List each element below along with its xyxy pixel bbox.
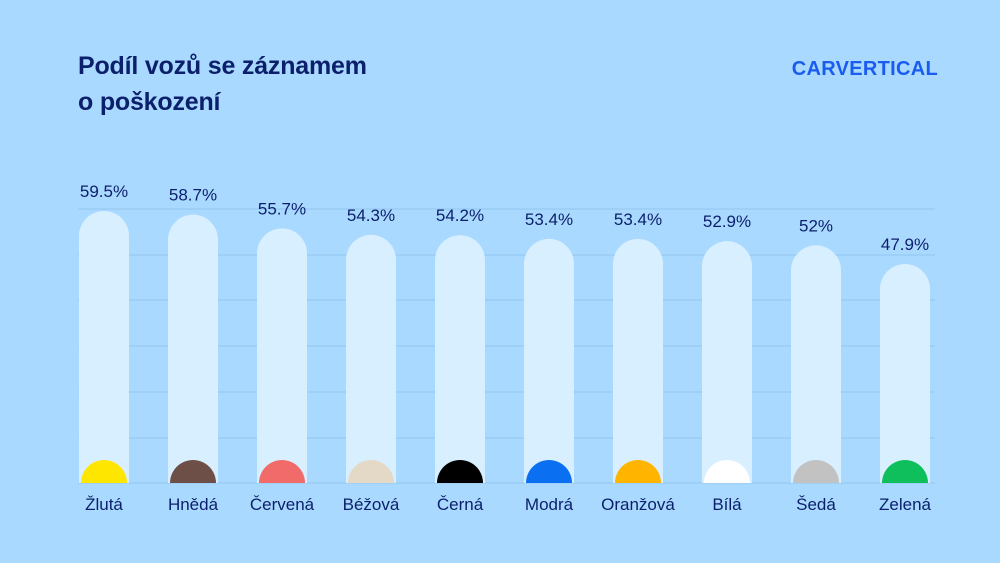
category-label: Hnědá <box>168 495 219 514</box>
category-label: Oranžová <box>601 495 675 514</box>
category-label: Bílá <box>712 495 742 514</box>
category-label: Černá <box>437 495 484 514</box>
bar <box>791 245 841 483</box>
bar <box>168 214 218 483</box>
chart-title-line-2: o poškození <box>78 88 221 116</box>
data-label: 54.3% <box>347 206 395 225</box>
color-swatch <box>882 460 928 483</box>
category-label: Modrá <box>525 495 574 514</box>
color-swatch <box>437 460 483 483</box>
bar-group: 55.7% Červená <box>250 199 315 514</box>
category-label: Červená <box>250 495 315 514</box>
data-label: 52.9% <box>703 212 751 231</box>
bar-group: 52.9% Bílá <box>702 212 752 514</box>
data-label: 52% <box>799 216 833 235</box>
bar <box>702 241 752 483</box>
color-swatch <box>259 460 305 483</box>
category-label: Béžová <box>343 495 400 514</box>
bar-group: 52% Šedá <box>791 216 841 514</box>
color-swatch <box>704 460 750 483</box>
bar-group: 53.4% Modrá <box>524 210 574 514</box>
bars: 59.5% Žlutá 58.7% Hnědá 55.7% Červená 54.3% Béž… <box>79 182 932 514</box>
bar-group: 59.5% Žlutá <box>79 182 129 514</box>
color-swatch <box>615 460 661 483</box>
color-swatch <box>81 460 127 483</box>
bar <box>880 264 930 483</box>
data-label: 59.5% <box>80 182 128 201</box>
data-label: 53.4% <box>614 210 662 229</box>
bar-group: 54.2% Černá <box>435 206 485 514</box>
category-label: Šedá <box>796 495 836 514</box>
category-label: Žlutá <box>85 495 123 514</box>
bar <box>613 238 663 483</box>
bar <box>79 211 129 483</box>
bar-group: 53.4% Oranžová <box>601 210 675 514</box>
category-label: Zelená <box>879 495 932 514</box>
color-swatch <box>348 460 394 483</box>
bar <box>257 228 307 483</box>
carvertical-logo: CARVERTICAL <box>791 58 938 80</box>
chart-title: Podíl vozů se záznamem o poškození <box>78 48 438 120</box>
bar <box>524 238 574 483</box>
color-swatch <box>526 460 572 483</box>
chart-title-line-1: Podíl vozů se záznamem <box>78 52 367 80</box>
bar-group: 58.7% Hnědá <box>168 186 219 514</box>
bar-group: 54.3% Béžová <box>343 206 400 514</box>
bar <box>346 234 396 483</box>
bar-group: 47.9% Zelená <box>879 235 932 514</box>
data-label: 53.4% <box>525 210 573 229</box>
data-label: 54.2% <box>436 206 484 225</box>
data-label: 47.9% <box>881 235 929 254</box>
color-swatch <box>170 460 216 483</box>
color-swatch <box>793 460 839 483</box>
data-label: 58.7% <box>169 186 217 205</box>
data-label: 55.7% <box>258 199 306 218</box>
bar <box>435 235 485 483</box>
